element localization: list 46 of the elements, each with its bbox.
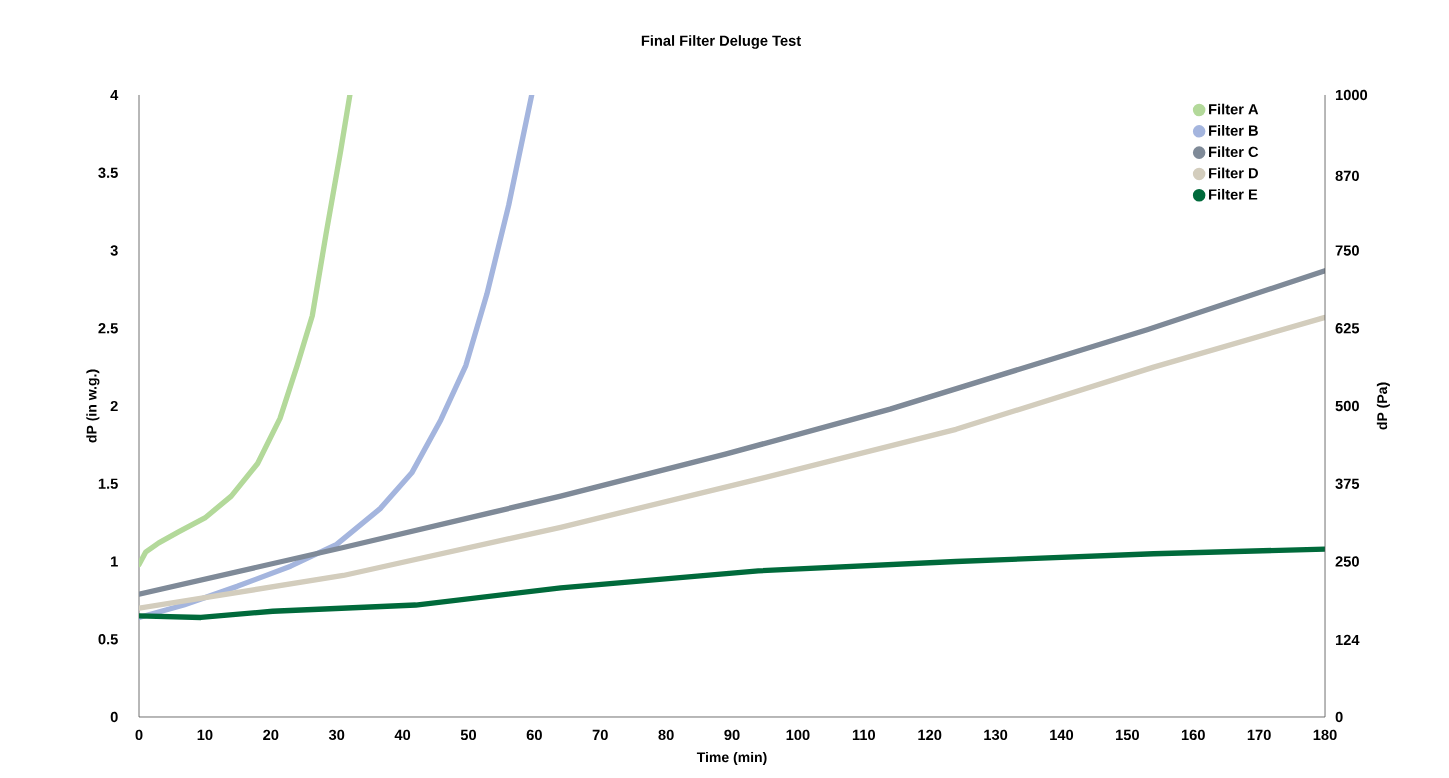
x-tick-label: 10: [197, 729, 213, 741]
x-tick-label: 50: [460, 729, 476, 741]
y2-tick-label: 870: [1335, 170, 1359, 182]
x-axis-title: Time (min): [696, 751, 767, 765]
x-tick-label: 70: [592, 729, 608, 741]
legend-label: Filter C: [1209, 146, 1259, 158]
y-tick-label: 0: [110, 711, 118, 723]
x-tick-label: 140: [1050, 729, 1074, 741]
legend-label: Filter B: [1209, 125, 1258, 136]
x-tick-label: 100: [786, 729, 810, 741]
x-tick-label: 40: [394, 729, 411, 741]
y-tick-label: 3: [110, 245, 118, 256]
y2-tick-label: 250: [1335, 556, 1359, 567]
x-tick-label: 60: [526, 729, 542, 741]
x-tick-label: 130: [984, 729, 1008, 741]
y2-tick-label: 375: [1335, 478, 1360, 489]
y-tick-label: 3.5: [98, 167, 118, 178]
y2-tick-label: 750: [1335, 245, 1359, 256]
legend-label: Filter D: [1209, 167, 1258, 179]
x-tick-label: 0: [135, 729, 143, 741]
legend-label: Filter E: [1209, 188, 1258, 200]
y2-tick-label: 124: [1335, 634, 1360, 645]
x-tick-label: 150: [1116, 729, 1139, 741]
y-tick-label: 1: [111, 556, 118, 567]
x-tick-label: 30: [328, 729, 345, 741]
y-tick-label: 1.5: [98, 478, 118, 489]
y2-tick-label: 1000: [1335, 89, 1368, 101]
y-tick-label: 4: [110, 89, 119, 101]
y-tick-label: 2.5: [98, 323, 118, 334]
x-tick-label: 170: [1247, 729, 1271, 741]
y-tick-label: 2: [110, 400, 118, 412]
y2-tick-label: 0: [1335, 711, 1343, 723]
legend-label: Filter A: [1209, 103, 1259, 115]
x-tick-label: 160: [1181, 729, 1205, 741]
y2-axis-title: dP (Pa): [1376, 382, 1390, 430]
x-tick-label: 120: [918, 729, 942, 741]
y2-tick-label: 625: [1335, 323, 1360, 334]
y2-tick-label: 500: [1335, 400, 1359, 412]
chart-title: Final Filter Deluge Test: [641, 35, 801, 49]
y-axis-title: dP (in w.g.): [86, 369, 100, 443]
y-tick-label: 0.5: [98, 634, 118, 645]
x-tick-label: 20: [263, 729, 279, 741]
x-tick-label: 80: [658, 729, 674, 741]
x-tick-label: 110: [852, 729, 876, 741]
x-tick-label: 180: [1313, 729, 1337, 741]
x-tick-label: 90: [724, 729, 740, 741]
